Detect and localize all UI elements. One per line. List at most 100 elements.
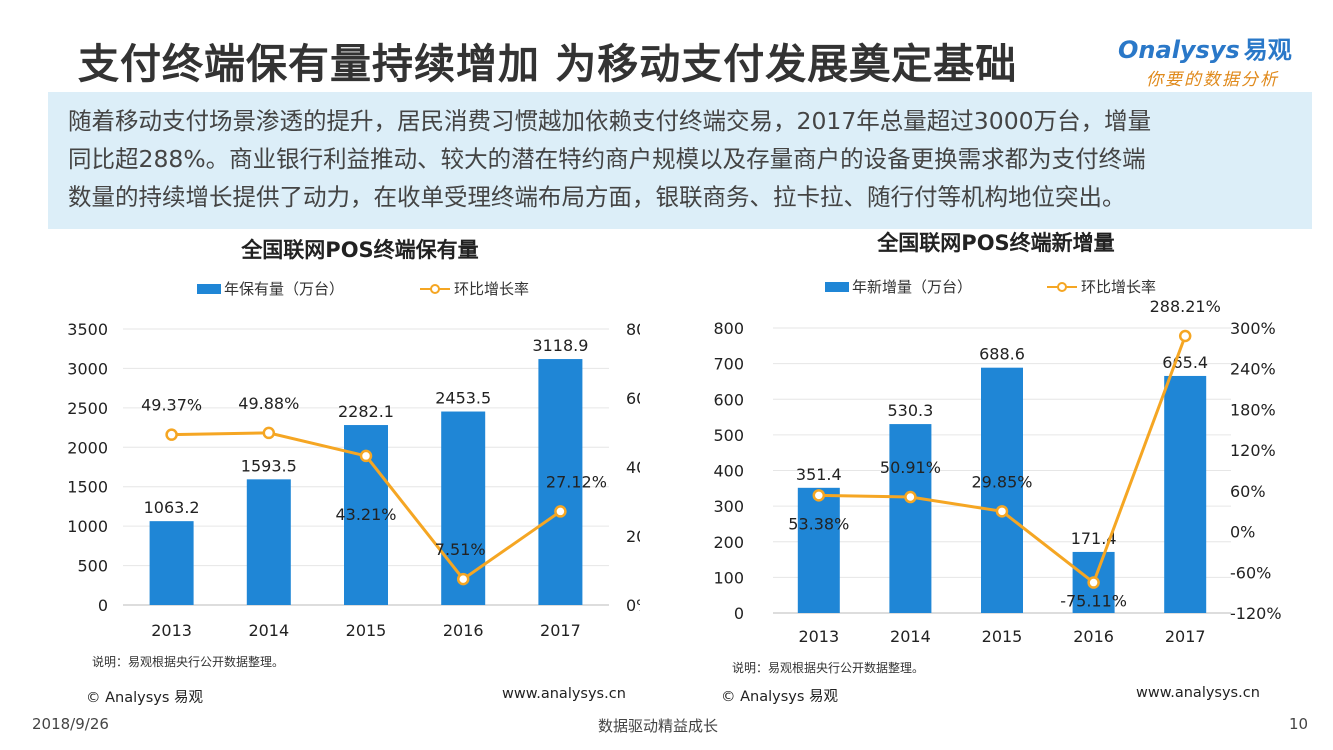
summary-box: 随着移动支付场景渗透的提升，居民消费习惯越加依赖支付终端交易，2017年总量超过… [48, 92, 1312, 229]
growth-value-label: 49.37% [141, 396, 202, 415]
y-left-tick-label: 2500 [67, 399, 108, 418]
bar-value-label: 2282.1 [338, 402, 394, 421]
footer-slogan: 数据驱动精益成长 [598, 717, 719, 735]
growth-value-label: 53.38% [788, 514, 849, 533]
bar [797, 487, 840, 613]
growth-point [262, 426, 276, 440]
y-left-tick-label: 100 [713, 568, 744, 587]
chart-title: 全国联网POS终端保有量 [240, 238, 478, 262]
legend-line-label: 环比增长率 [454, 280, 529, 298]
y-right-tick-label: 20% [626, 527, 640, 546]
y-left-tick-label: 400 [713, 462, 744, 481]
y-left-tick-label: 200 [713, 533, 744, 552]
bar-value-label: 688.6 [979, 345, 1025, 364]
bar-value-label: 2453.5 [435, 389, 491, 408]
y-left-tick-label: 0 [734, 604, 744, 623]
growth-value-label: 7.51% [435, 540, 486, 559]
growth-value-label: 288.21% [1150, 297, 1221, 316]
bar-value-label: 1593.5 [241, 456, 297, 475]
chart-panel-stock: 全国联网POS终端保有量年保有量（万台） 环比增长率 0 500 1000 1500 200… [0, 228, 661, 708]
y-left-tick-label: 700 [713, 355, 744, 374]
x-tick-label: 2014 [890, 627, 931, 646]
copyright: © Analysys 易观 [721, 689, 839, 705]
logo-wordmark: nalysys [1138, 36, 1240, 64]
growth-value-label: 49.88% [238, 394, 299, 413]
growth-point [359, 449, 373, 463]
bar-value-label: 3118.9 [532, 336, 588, 355]
chart-note: 说明：易观根据央行公开数据整理。 [92, 655, 285, 669]
x-tick-label: 2016 [1073, 627, 1114, 646]
y-left-tick-label: 2000 [67, 438, 108, 457]
footer-date: 2018/9/26 [32, 715, 109, 733]
growth-point [165, 428, 178, 441]
legend-bar-label: 年新增量（万台） [852, 278, 972, 296]
growth-point [812, 489, 826, 502]
legend-bar-swatch [825, 282, 849, 292]
y-right-tick-label: 0% [626, 596, 640, 615]
y-left-tick-label: 600 [713, 390, 744, 409]
legend-line-marker [430, 284, 440, 294]
chart-title: 全国联网POS终端新增量 [876, 231, 1114, 255]
y-left-tick-label: 800 [713, 319, 744, 338]
page-number: 10 [1289, 715, 1309, 733]
y-left-tick-label: 0 [98, 596, 108, 615]
x-tick-label: 2017 [540, 621, 581, 640]
summary-line: 数量的持续增长提供了动力，在收单受理终端布局方面，银联商务、拉卡拉、随行付等机构… [68, 183, 1126, 211]
chart-note: 说明：易观根据央行公开数据整理。 [732, 661, 925, 675]
x-tick-label: 2013 [798, 627, 839, 646]
growth-value-label: 50.91% [880, 458, 941, 477]
bar [441, 411, 486, 605]
growth-point [1087, 576, 1100, 589]
bar-value-label: 171.4 [1071, 529, 1117, 548]
logo-o-icon: O [1118, 36, 1139, 64]
chart-panel-new: 全国联网POS终端新增量 年新增量（万台） 环比增长率 0 100 200 300 400 50… [655, 228, 1295, 708]
summary-line: 同比超288%。商业银行利益推动、较大的潜在特约商户规模以及存量商户的设备更换需… [68, 145, 1146, 173]
bar [1164, 375, 1207, 613]
y-left-tick-label: 500 [77, 557, 108, 576]
growth-value-label: 27.12% [546, 472, 607, 491]
x-tick-label: 2013 [151, 621, 192, 640]
page-title: 支付终端保有量持续增加 为移动支付发展奠定基础 [78, 40, 1018, 88]
y-right-tick-label: 60% [626, 389, 640, 408]
y-right-tick-label: 80% [626, 320, 640, 339]
bar-value-label: 530.3 [887, 401, 933, 420]
legend-bar-swatch [197, 284, 221, 294]
bar [889, 424, 932, 613]
legend-bar-label: 年保有量（万台） [224, 280, 344, 298]
website-link[interactable]: www.analysys.cn [1136, 685, 1260, 701]
y-right-tick-label: 0% [1230, 523, 1255, 542]
bar [538, 359, 583, 605]
bar [981, 367, 1023, 613]
bar-value-label: 351.4 [796, 465, 842, 484]
bar-value-label: 1063.2 [144, 498, 200, 517]
legend-line-label: 环比增长率 [1081, 278, 1156, 296]
summary-line: 随着移动支付场景渗透的提升，居民消费习惯越加依赖支付终端交易，2017年总量超过… [68, 107, 1152, 135]
x-tick-label: 2016 [443, 621, 484, 640]
brand-logo: Onalysys 易观 你要的数据分析 [1118, 30, 1318, 90]
logo-cn: 易观 [1243, 36, 1292, 64]
y-right-tick-label: -120% [1230, 604, 1282, 623]
growth-value-label: 43.21% [335, 505, 396, 524]
website-link[interactable]: www.analysys.cn [502, 686, 626, 702]
growth-point [456, 572, 470, 586]
y-left-tick-label: 1000 [67, 517, 108, 536]
legend-line-marker [1057, 282, 1067, 292]
growth-point [554, 505, 567, 518]
x-tick-label: 2014 [248, 621, 289, 640]
x-tick-label: 2017 [1165, 627, 1206, 646]
y-right-tick-label: 240% [1230, 360, 1276, 379]
growth-point [904, 490, 917, 504]
growth-point [995, 505, 1009, 518]
y-left-tick-label: 1500 [67, 478, 108, 497]
y-right-tick-label: -60% [1230, 563, 1271, 582]
y-left-tick-label: 3000 [67, 359, 108, 378]
x-tick-label: 2015 [346, 621, 387, 640]
y-left-tick-label: 500 [713, 426, 744, 445]
y-left-tick-label: 3500 [67, 320, 108, 339]
y-right-tick-label: 180% [1230, 400, 1276, 419]
y-right-tick-label: 60% [1230, 482, 1266, 501]
growth-point [1178, 329, 1192, 343]
bar [246, 479, 291, 605]
